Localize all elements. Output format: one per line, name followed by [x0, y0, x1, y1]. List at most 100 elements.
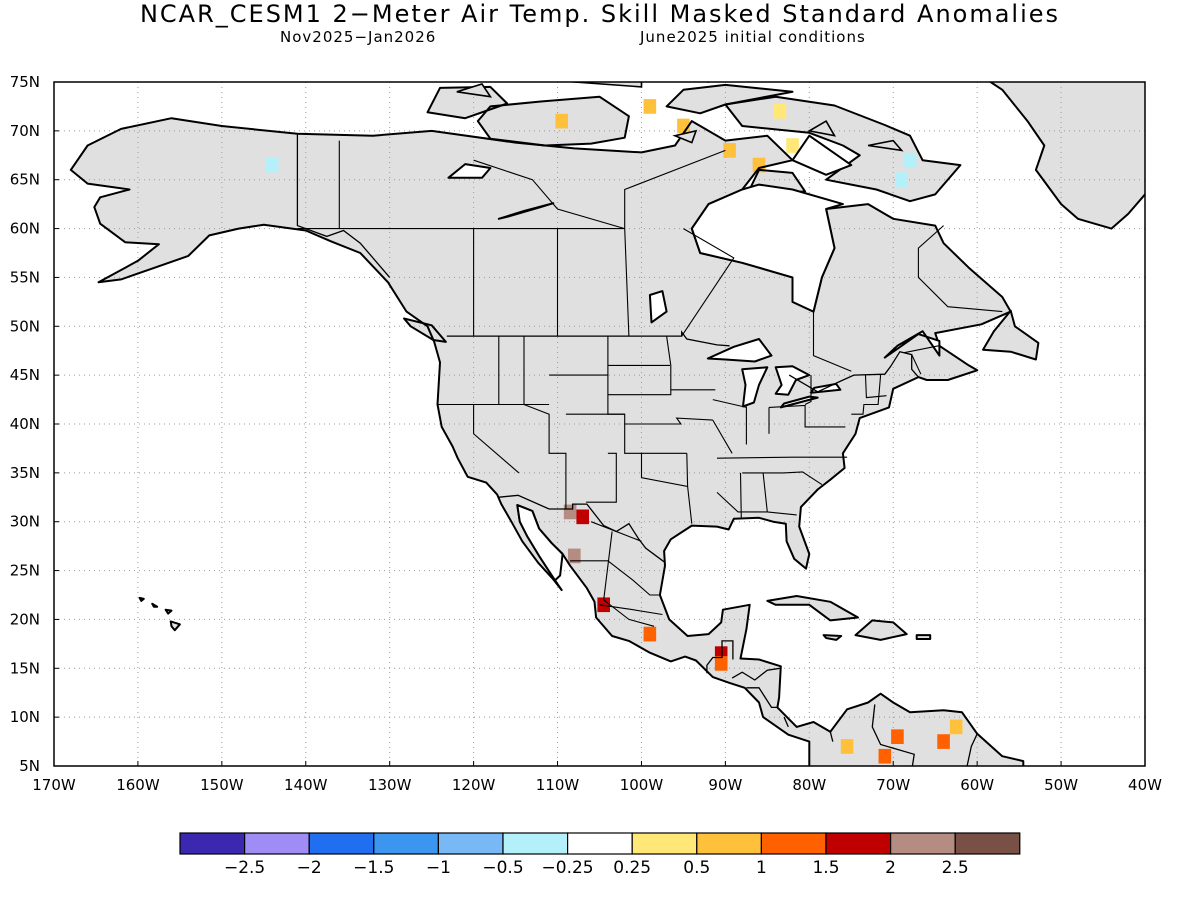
coast-victoria-island: [476, 95, 630, 147]
border-us-canada-49: [446, 330, 730, 347]
colorbar-label: −0.5: [482, 858, 523, 878]
colorbar-swatch: [502, 832, 569, 855]
anomaly-cell: [643, 99, 657, 114]
water-hudson-bay: [690, 183, 844, 313]
coast-hawaii-big: [169, 620, 181, 632]
anomaly-cell: [643, 626, 657, 642]
lat-label: 25N: [10, 562, 40, 580]
colorbar-label: 1.5: [812, 858, 839, 878]
state-boundary: [864, 375, 887, 399]
state-boundary: [686, 453, 689, 487]
lat-label: 30N: [10, 513, 40, 531]
lon-label: 130W: [368, 776, 412, 794]
water-lake-erie: [779, 395, 819, 409]
anomaly-cell: [773, 103, 787, 119]
anomaly-cell: [555, 113, 569, 129]
colorbar-swatch: [825, 832, 892, 855]
border-central-america-3: [783, 716, 789, 728]
state-boundary: [640, 453, 693, 524]
colorbar-label: 2.5: [942, 858, 969, 878]
state-boundary: [804, 375, 812, 405]
lon-label: 40W: [1128, 776, 1162, 794]
state-boundary: [599, 604, 663, 616]
border-central-america-2: [746, 687, 779, 709]
colorbar-label: −2.5: [224, 858, 265, 878]
longitude-labels: 170W 160W 150W 140W 130W 120W 110W 100W 90W 80W 70…: [32, 761, 1162, 794]
anomaly-cell: [568, 548, 581, 564]
anomaly-cell: [752, 157, 766, 173]
state-boundary: [603, 531, 655, 627]
state-boundary: [762, 472, 768, 512]
arctic-island: [507, 63, 574, 78]
anomaly-cell: [949, 719, 963, 735]
arctic-island: [703, 82, 710, 83]
state-boundary: [742, 471, 823, 486]
coast-puerto-rico: [915, 634, 932, 640]
lat-label: 50N: [10, 317, 40, 335]
lat-label: 70N: [10, 122, 40, 140]
colorbar-label: 0.5: [683, 858, 710, 878]
coast-jamaica: [822, 634, 843, 641]
border-venezuela-guyana: [966, 733, 978, 766]
lat-label: 10N: [10, 708, 40, 726]
state-boundary: [570, 560, 660, 596]
arctic-island: [672, 129, 698, 144]
border-central-america-1: [731, 667, 780, 681]
lat-label: 45N: [10, 366, 40, 384]
anomaly-cells: [265, 99, 963, 764]
lat-label: 5N: [19, 757, 40, 775]
lon-label: 150W: [200, 776, 244, 794]
state-boundary: [624, 417, 713, 425]
map-title: NCAR_CESM1 2−Meter Air Temp. Skill Maske…: [139, 0, 1061, 28]
land-somerset-devon: [666, 84, 793, 114]
colorbar-label: 2: [885, 858, 896, 878]
anomaly-cell: [563, 504, 577, 520]
water-lake-michigan: [741, 366, 769, 408]
state-boundary: [712, 419, 733, 454]
colorbar-swatch: [760, 832, 827, 855]
colorbar-swatch: [179, 832, 246, 855]
lon-label: 160W: [116, 776, 160, 794]
lat-label: 75N: [10, 73, 40, 91]
colorbar-swatch: [696, 832, 762, 855]
coast-hispaniola: [854, 619, 908, 641]
anomaly-cell: [937, 734, 950, 749]
state-boundary: [681, 228, 735, 337]
water-gulf-of-california: [516, 504, 564, 582]
colorbar-swatch: [566, 832, 633, 855]
arctic-island: [867, 139, 904, 152]
lon-label: 60W: [960, 776, 994, 794]
lon-label: 50W: [1044, 776, 1078, 794]
coast-vancouver-island: [403, 317, 447, 343]
water-gulf-st-lawrence: [883, 330, 941, 359]
state-boundary: [768, 404, 846, 428]
colorbar-label: 1: [756, 858, 767, 878]
anomaly-cell: [903, 152, 917, 168]
land-north-america: [70, 118, 1024, 766]
coast-baffin-island: [724, 95, 962, 203]
coastlines: [69, 63, 1145, 766]
state-boundary: [712, 399, 747, 408]
colorbar-label: 0.25: [613, 858, 651, 878]
colorbar-label: −0.25: [542, 858, 594, 878]
state-boundary: [812, 311, 852, 372]
anomaly-cell: [895, 172, 908, 188]
land-hispaniola: [855, 620, 907, 640]
anomaly-cell: [576, 509, 590, 525]
colorbar-swatch: [954, 832, 1021, 855]
coast-somerset-devon: [665, 83, 794, 115]
coast-banks-island: [426, 85, 509, 120]
border-colombia-venezuela: [871, 704, 915, 766]
border-panama-colombia: [829, 731, 834, 742]
arctic-island: [572, 82, 643, 88]
border-mexico-guatemala: [706, 640, 734, 674]
border-us-canada-east: [788, 350, 919, 393]
colorbar-swatch: [631, 832, 698, 855]
land-cuba: [767, 596, 858, 621]
forecast-period: Nov2025−Jan2026: [280, 28, 437, 46]
lat-label: 55N: [10, 268, 40, 286]
colorbar-label: −1: [426, 858, 451, 878]
arctic-island: [807, 120, 837, 137]
lon-label: 110W: [536, 776, 580, 794]
